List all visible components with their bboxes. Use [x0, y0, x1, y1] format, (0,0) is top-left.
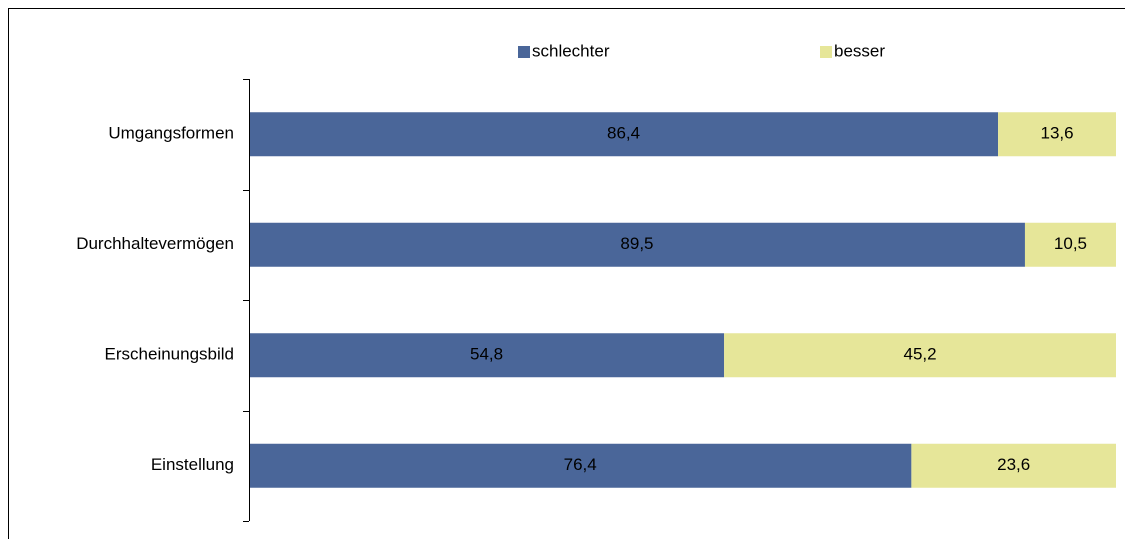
y-tick-label: Einstellung — [151, 455, 234, 474]
value-label: 10,5 — [1054, 234, 1087, 253]
y-tick-label: Erscheinungsbild — [105, 345, 234, 364]
bar-segment — [1024, 222, 1116, 267]
y-tick-label: Durchhaltevermögen — [76, 234, 234, 253]
value-label: 45,2 — [904, 345, 937, 364]
chart-frame — [8, 8, 1125, 539]
bar-segment — [249, 333, 725, 378]
legend-label: besser — [834, 41, 885, 60]
legend-swatch — [820, 46, 832, 58]
bar-segment — [249, 443, 912, 488]
bar-segment — [249, 112, 999, 157]
bar-segment — [724, 333, 1116, 378]
bar-segment — [998, 112, 1116, 157]
bar-segment — [911, 443, 1116, 488]
value-label: 23,6 — [997, 455, 1030, 474]
y-tick-label: Umgangsformen — [108, 124, 234, 143]
legend-label: schlechter — [532, 41, 610, 60]
value-label: 86,4 — [607, 124, 640, 143]
legend-swatch — [518, 46, 530, 58]
value-label: 76,4 — [564, 455, 597, 474]
value-label: 54,8 — [470, 345, 503, 364]
value-label: 13,6 — [1040, 124, 1073, 143]
bar-segment — [249, 222, 1025, 267]
value-label: 89,5 — [620, 234, 653, 253]
